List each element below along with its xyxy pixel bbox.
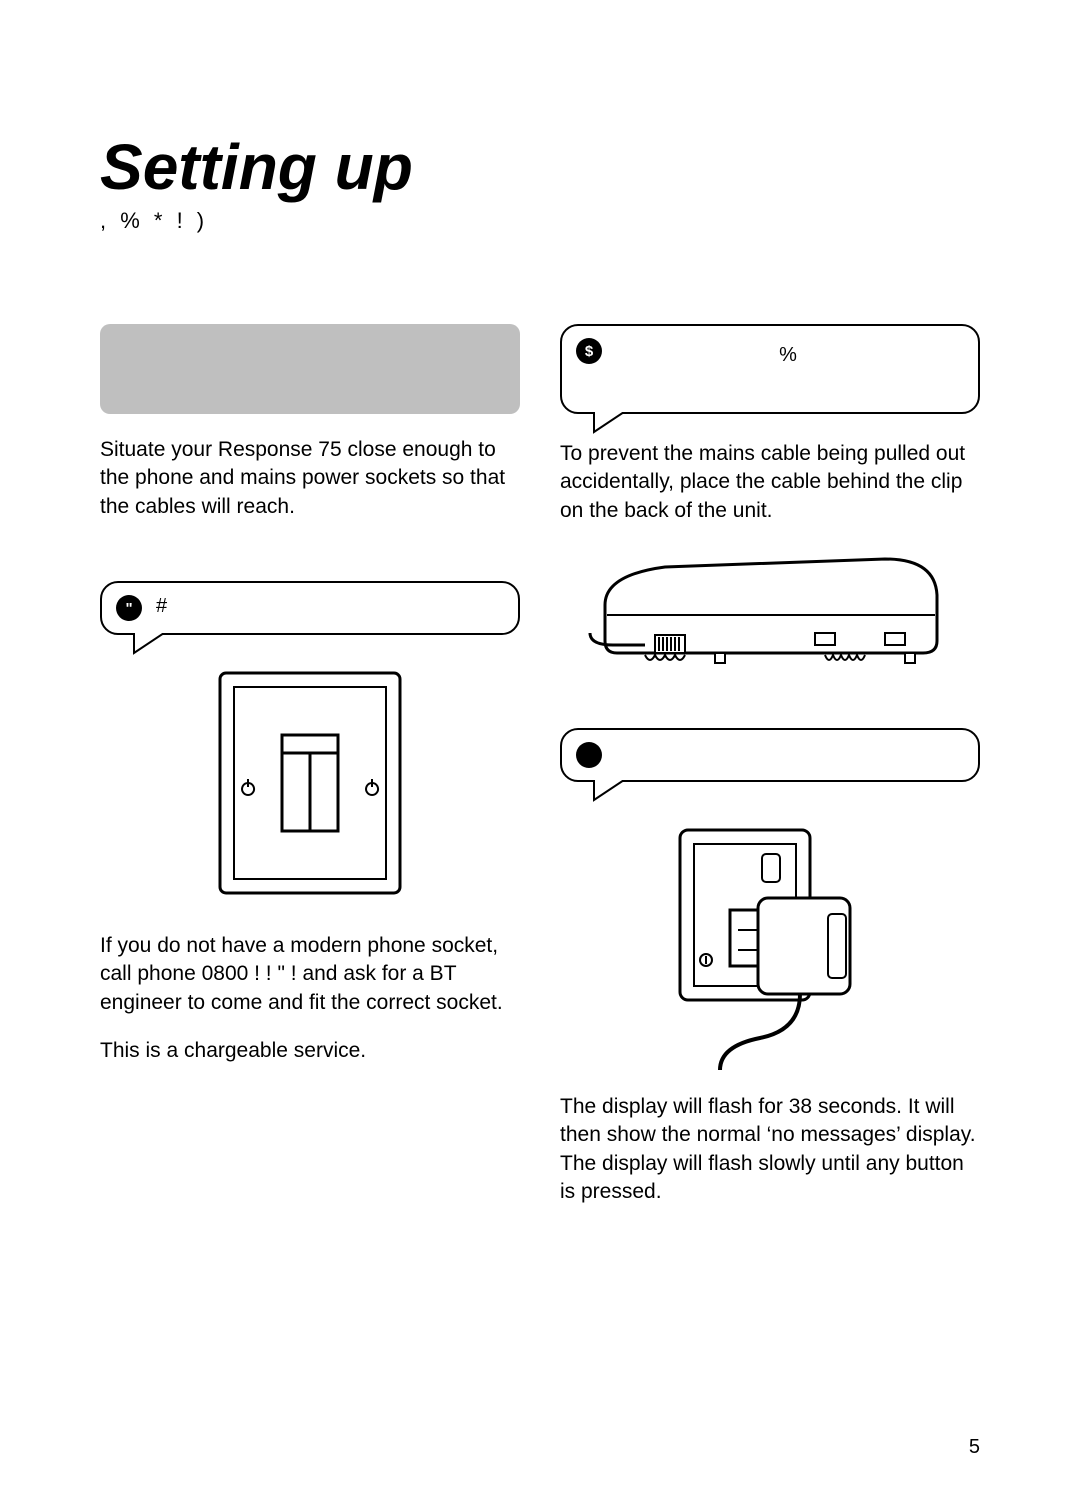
right-column: $ % To prevent the mains cable being pul… (560, 324, 980, 1226)
speech-tail-icon (592, 780, 632, 802)
step-2-badge: $ (576, 338, 602, 364)
grey-heading-block (100, 324, 520, 414)
speech-tail-icon (592, 412, 632, 434)
callout-step-3 (560, 728, 980, 782)
page-number: 5 (969, 1436, 980, 1459)
speech-tail-icon (132, 633, 172, 655)
socket-paragraph: If you do not have a modern phone socket… (100, 932, 520, 1017)
callout-step-1: " # (100, 581, 520, 635)
step-3-badge (576, 742, 602, 768)
socket-para-phone: phone 0800 ! ! " ! (137, 962, 296, 985)
step-1-label: # (156, 595, 167, 617)
intro-paragraph: Situate your Response 75 close enough to… (100, 436, 520, 521)
step-1-badge: " (116, 595, 142, 621)
subtitle-symbols: , % * ! ) (100, 208, 980, 234)
mains-plug-illustration (650, 810, 890, 1075)
display-paragraph: The display will flash for 38 seconds. I… (560, 1093, 980, 1206)
cable-paragraph: To prevent the mains cable being pulled … (560, 440, 980, 525)
left-column: Situate your Response 75 close enough to… (100, 324, 520, 1226)
callout-step-2: $ % (560, 324, 980, 414)
chargeable-paragraph: This is a chargeable service. (100, 1037, 520, 1065)
device-rear-illustration (585, 545, 955, 700)
page-title: Setting up (100, 130, 980, 204)
wall-socket-illustration (210, 663, 410, 908)
step-2-label: % (779, 344, 797, 366)
